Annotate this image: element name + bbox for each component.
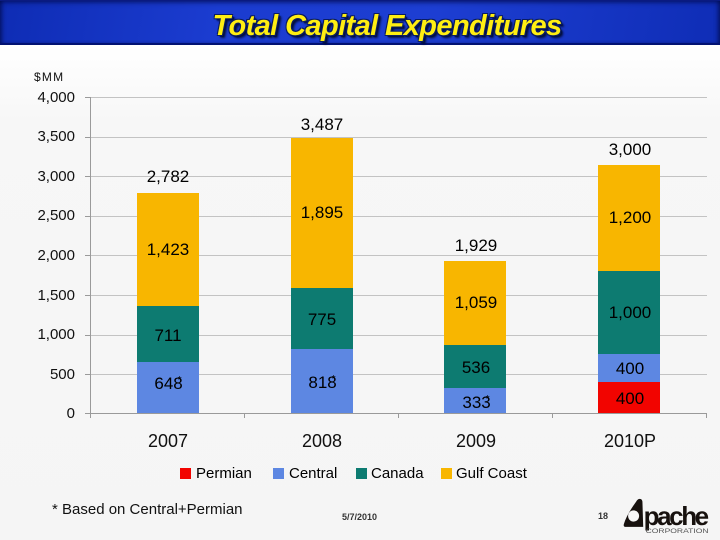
svg-text:pache: pache xyxy=(644,501,709,531)
svg-text:CORPORATION: CORPORATION xyxy=(646,529,709,535)
